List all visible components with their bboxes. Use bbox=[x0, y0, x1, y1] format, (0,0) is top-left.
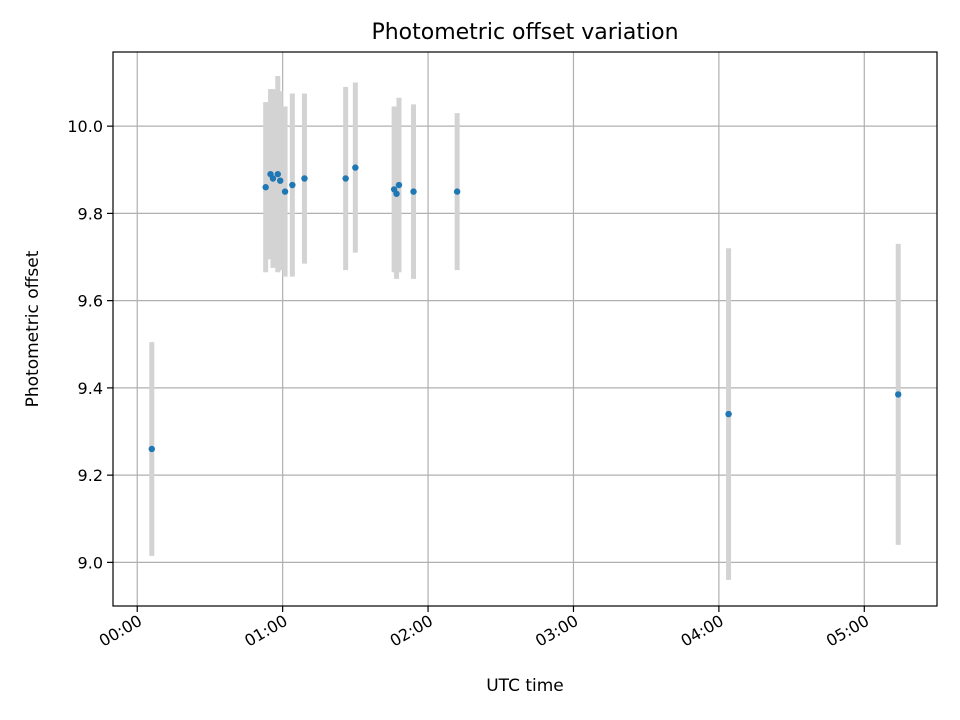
data-point bbox=[269, 175, 277, 182]
y-axis-label: Photometric offset bbox=[23, 250, 43, 407]
data-point bbox=[395, 181, 403, 189]
data-point bbox=[453, 188, 461, 195]
data-point bbox=[148, 445, 155, 453]
data-point bbox=[410, 188, 417, 195]
x-axis-label: UTC time bbox=[486, 676, 564, 696]
data-point bbox=[895, 391, 902, 398]
y-tick-label: 10.0 bbox=[67, 117, 103, 136]
data-point bbox=[274, 170, 281, 178]
data-point bbox=[342, 175, 349, 182]
y-tick-label: 9.2 bbox=[78, 466, 103, 485]
data-point bbox=[352, 164, 359, 171]
data-points bbox=[148, 164, 902, 453]
data-point bbox=[725, 410, 732, 418]
data-point bbox=[289, 181, 296, 189]
data-point bbox=[393, 190, 400, 197]
y-tick-label: 9.8 bbox=[78, 204, 103, 223]
y-tick-label: 9.4 bbox=[78, 379, 103, 398]
y-axis-ticks: 9.0 9.2 9.4 9.6 9.8 10.0 bbox=[67, 117, 113, 572]
chart-title: Photometric offset variation bbox=[371, 20, 678, 45]
plot-frame bbox=[112, 51, 938, 607]
grid bbox=[113, 52, 937, 606]
data-point bbox=[281, 188, 289, 195]
data-point bbox=[277, 177, 284, 184]
y-tick-label: 9.0 bbox=[78, 553, 103, 572]
data-point bbox=[262, 184, 269, 191]
data-point bbox=[301, 175, 308, 182]
y-tick-label: 9.6 bbox=[78, 292, 103, 311]
